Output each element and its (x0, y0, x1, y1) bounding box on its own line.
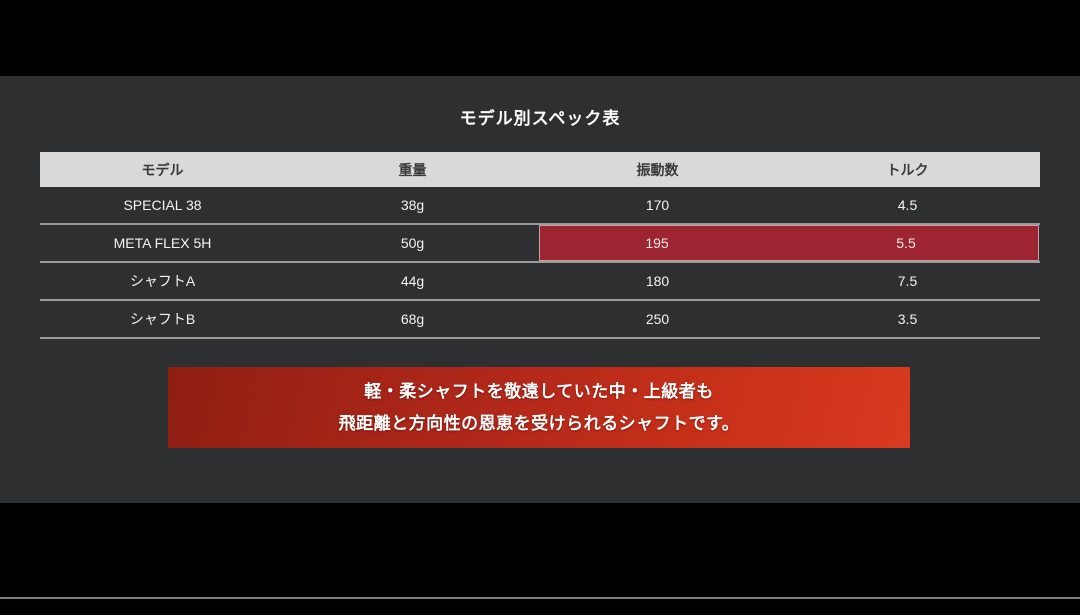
cell-weight: 50g (400, 235, 425, 251)
table-row-highlighted: META FLEX 5H 50g 195 5.5 (40, 225, 1040, 263)
cell-torque-highlight: 5.5 (774, 225, 1039, 261)
cell-frequency: 250 (645, 311, 670, 327)
cell-frequency: 180 (645, 273, 670, 289)
header-torque: トルク (886, 161, 929, 178)
spec-image-panel: モデル別スペック表 モデル 重量 振動数 トルク SPECIAL 38 38g … (0, 76, 1080, 503)
cell-torque: 4.5 (897, 197, 918, 213)
promo-banner-line2: 飛距離と方向性の恩恵を受けられるシャフトです。 (338, 413, 740, 433)
cell-weight: 38g (400, 197, 425, 213)
promo-banner: 軽・柔シャフトを敬遠していた中・上級者も 飛距離と方向性の恩恵を受けられるシャフ… (168, 367, 910, 448)
promo-banner-line1: 軽・柔シャフトを敬遠していた中・上級者も (364, 381, 714, 401)
cell-torque: 7.5 (897, 273, 918, 289)
bottom-divider (0, 597, 1080, 599)
table-row: シャフトB 68g 250 3.5 (40, 301, 1040, 339)
cell-weight: 68g (400, 311, 425, 327)
cell-model: シャフトB (129, 311, 196, 327)
table-row: シャフトA 44g 180 7.5 (40, 263, 1040, 301)
cell-weight: 44g (400, 273, 425, 289)
page-title: モデル別スペック表 (459, 109, 621, 128)
cell-frequency: 170 (645, 197, 670, 213)
cell-torque: 3.5 (897, 311, 918, 327)
cell-frequency-highlight: 195 (539, 225, 774, 261)
header-frequency: 振動数 (636, 161, 679, 178)
cell-model: SPECIAL 38 (123, 197, 202, 213)
cell-model: META FLEX 5H (113, 235, 212, 251)
cell-model: シャフトA (129, 273, 196, 289)
table-row: SPECIAL 38 38g 170 4.5 (40, 187, 1040, 225)
header-model: モデル (141, 161, 184, 178)
header-weight: 重量 (398, 161, 427, 178)
table-header-row: モデル 重量 振動数 トルク (40, 152, 1040, 187)
spec-table: モデル 重量 振動数 トルク SPECIAL 38 38g 170 4.5 ME… (40, 152, 1040, 339)
